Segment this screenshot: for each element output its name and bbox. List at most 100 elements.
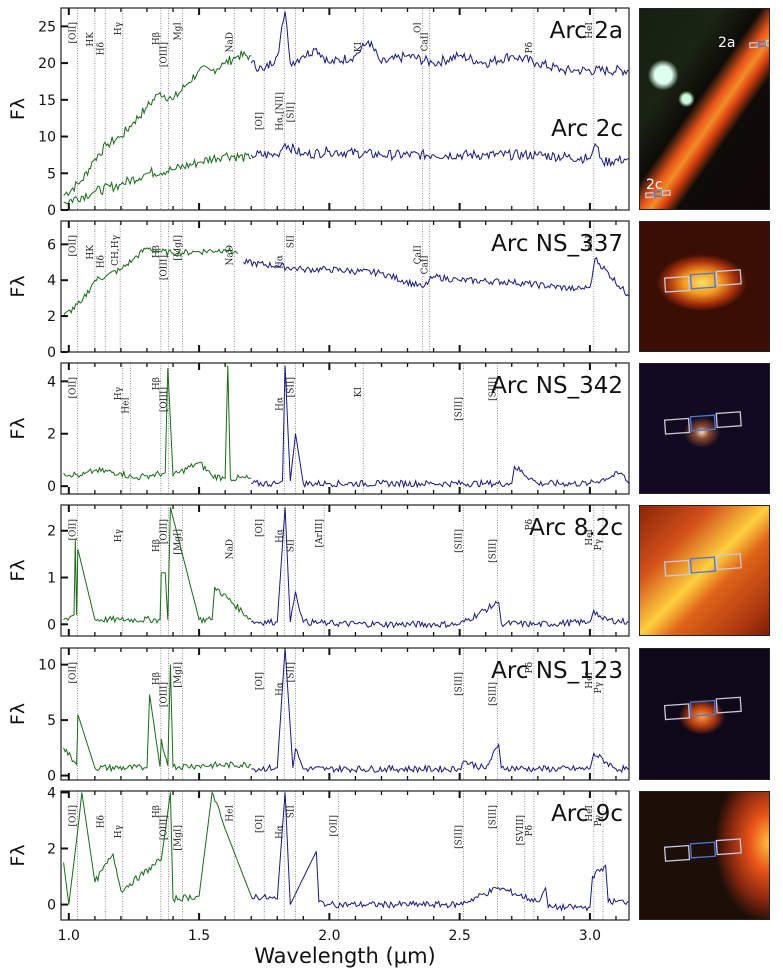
line-marker-label: Pγ xyxy=(594,539,604,550)
line-marker-label: [SII] xyxy=(286,662,296,682)
line-marker-label: [SIII] xyxy=(455,825,465,849)
line-marker-label: KI xyxy=(354,42,364,53)
line-marker-label: Hγ xyxy=(114,825,124,838)
y-tick-label: 0 xyxy=(47,203,56,219)
line-marker-label: Hα xyxy=(275,825,285,839)
y-axis-label: Fλ xyxy=(7,559,29,581)
line-marker-label: Hα xyxy=(275,682,285,696)
line-marker-label: HeI xyxy=(585,235,595,252)
y-tick-label: 10 xyxy=(38,658,56,674)
panel-title: Arc 2c xyxy=(551,116,623,142)
line-marker-label: [SII] xyxy=(286,377,296,397)
line-marker-label: MgI xyxy=(173,22,183,41)
y-tick-label: 2 xyxy=(47,524,56,540)
line-marker-label: [OII] xyxy=(68,22,78,44)
line-marker-label: [OII] xyxy=(68,377,78,399)
x-tick-label: 2.5 xyxy=(449,928,471,944)
y-tick-label: 1 xyxy=(47,571,56,587)
line-marker-label: [OII] xyxy=(68,662,78,684)
line-marker-label: CaII xyxy=(421,32,431,52)
line-marker-label: Hγ xyxy=(114,22,124,35)
line-marker-label: Hγ xyxy=(114,387,124,400)
spectrum-line xyxy=(63,507,252,625)
y-tick-label: 25 xyxy=(38,19,56,35)
line-marker-label: Hβ xyxy=(152,672,162,685)
line-marker-label: Pδ xyxy=(525,519,535,530)
line-marker-label: [SIII] xyxy=(488,539,498,563)
line-marker-label: HeI xyxy=(122,397,132,414)
line-marker-label: [OI] xyxy=(255,815,265,833)
line-marker-label: [OIII] xyxy=(160,387,170,412)
line-marker-label: HK xyxy=(86,245,96,260)
line-marker-label: HeI xyxy=(585,805,595,822)
panel-title: Arc 8.2c xyxy=(529,515,623,541)
line-marker-label: CaII xyxy=(414,245,424,265)
spectrum-line xyxy=(251,647,629,774)
line-marker-label: Pδ xyxy=(525,825,535,836)
line-marker-label: Hα xyxy=(275,529,285,543)
line-marker-label: [SIII] xyxy=(488,377,498,401)
thumbnail-arc-ns337 xyxy=(639,221,770,352)
spectrum-line xyxy=(63,50,252,197)
line-marker-label: Hα xyxy=(275,255,285,269)
plot-frame xyxy=(60,790,630,921)
line-marker-label: SII xyxy=(286,235,296,249)
thumbnail-arc-ns123 xyxy=(639,648,770,780)
line-marker-label: HeI xyxy=(585,672,595,689)
thumbnail-arc-9c xyxy=(639,791,770,920)
x-tick-label: 1.5 xyxy=(188,928,210,944)
spectrum-line xyxy=(243,256,630,297)
panel-title: Arc NS_123 xyxy=(491,658,623,684)
line-marker-label: HeI xyxy=(225,805,235,822)
line-marker-label: [OI] xyxy=(255,519,265,537)
y-tick-label: 2 xyxy=(47,841,56,857)
line-marker-label: SII xyxy=(286,805,296,819)
line-marker-label: Hδ xyxy=(96,42,106,55)
line-marker-label: Hβ xyxy=(152,539,162,552)
y-tick-label: 0 xyxy=(47,769,56,785)
line-marker-label: HeI xyxy=(585,529,595,546)
slit-overlay xyxy=(663,838,742,862)
line-marker-label: SII xyxy=(286,539,296,553)
y-tick-label: 4 xyxy=(47,785,56,801)
spectrum-panel-5: [OII] Hβ[OIII][MgI] [OI] Hα[SII] [SIII] [SIII… xyxy=(7,647,630,785)
plot-frame xyxy=(60,7,630,211)
line-marker-label: HeI xyxy=(585,22,595,39)
slit-overlay xyxy=(663,269,742,293)
line-marker-label: CaII xyxy=(421,255,431,275)
spectrum-line xyxy=(250,142,630,168)
x-tick-label: 3.0 xyxy=(579,928,601,944)
y-tick-label: 0 xyxy=(47,898,56,914)
y-axis-label: Fλ xyxy=(7,844,29,866)
line-marker-label: [MgI] xyxy=(173,529,183,555)
line-marker-label: [SIII] xyxy=(488,805,498,829)
line-marker-label: Pδ xyxy=(525,662,535,673)
panel-title: Arc NS_342 xyxy=(491,373,623,399)
y-tick-label: 4 xyxy=(47,273,56,289)
spectrum-line xyxy=(251,365,630,489)
thumbnail-label: 2c xyxy=(646,177,663,193)
line-marker-label: Pγ xyxy=(594,682,604,693)
line-marker-label: [OIII] xyxy=(160,815,170,840)
line-marker-label: [MgI] xyxy=(173,825,183,851)
line-marker-label: HK xyxy=(86,32,96,47)
x-tick-label: 1.0 xyxy=(58,928,80,944)
line-marker-label: [OII] xyxy=(68,805,78,827)
spectrum-line xyxy=(63,664,252,773)
line-marker-label: NaD xyxy=(225,245,235,265)
line-marker-label: Hδ xyxy=(96,815,106,828)
line-marker-label: [OIII] xyxy=(160,255,170,280)
spectrum-line xyxy=(63,151,252,205)
slit-overlay xyxy=(663,696,742,721)
line-marker-label: Hδ xyxy=(96,255,106,268)
y-tick-label: 0 xyxy=(47,345,56,361)
thumbnail-arc-2: 2a 2c xyxy=(639,8,770,210)
line-marker-label: Hβ xyxy=(152,805,162,818)
line-marker-label: Hβ xyxy=(152,377,162,390)
y-axis-label: Fλ xyxy=(7,417,29,439)
line-marker-label: Hα xyxy=(275,397,285,411)
line-marker-label: [OII] xyxy=(68,235,78,257)
line-marker-label: [OI] xyxy=(255,112,265,130)
